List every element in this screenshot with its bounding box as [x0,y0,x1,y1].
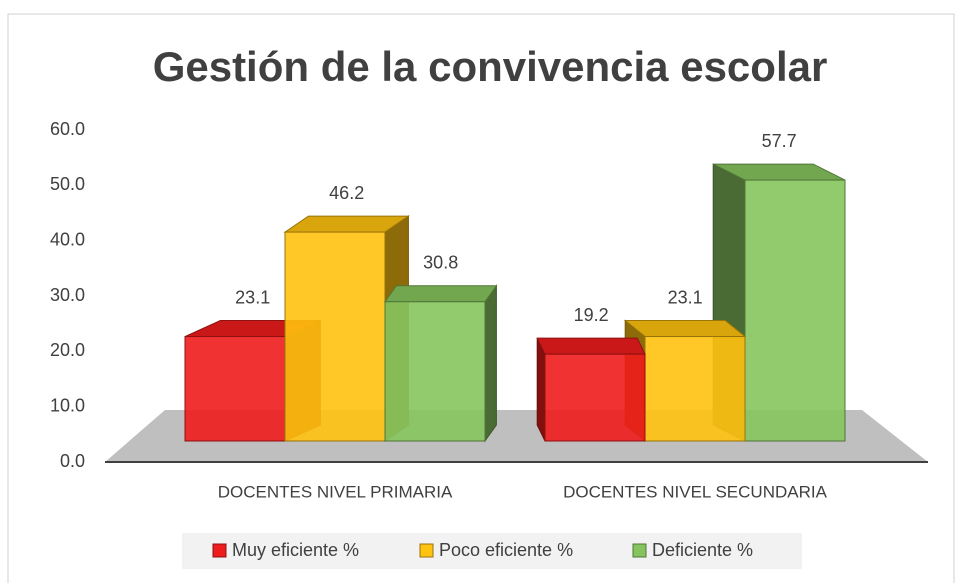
data-label: 19.2 [574,305,609,325]
legend [182,533,802,569]
bar-front [184,336,286,442]
y-tick-label: 50.0 [50,174,85,194]
legend-label: Poco eficiente % [439,540,573,560]
data-label: 57.7 [762,131,797,151]
bar-top [623,320,747,338]
bar [384,284,498,443]
legend-swatch [212,543,227,558]
bar [712,163,846,442]
y-tick-label: 0.0 [60,451,85,471]
legend-swatch [632,543,647,558]
bar-front [384,301,486,442]
bar-front [284,231,386,442]
bar-top [384,285,498,303]
data-label: 23.1 [668,287,703,307]
data-label: 46.2 [329,183,364,203]
bar-front [744,179,846,442]
legend-swatch [419,543,434,558]
y-tick-label: 30.0 [50,285,85,305]
data-label: 23.1 [235,287,270,307]
bar-side [484,284,497,443]
x-tick-label: DOCENTES NIVEL PRIMARIA [218,482,453,501]
bar-front [544,353,646,442]
data-label: 30.8 [423,252,458,272]
y-tick-label: 10.0 [50,395,85,415]
x-tick-label: DOCENTES NIVEL SECUNDARIA [563,482,828,501]
bar-front [644,336,746,442]
bar [536,337,646,442]
y-tick-label: 60.0 [50,119,85,139]
bar-top [536,337,646,355]
y-tick-label: 20.0 [50,340,85,360]
bar-side [536,337,546,442]
chart-title: Gestión de la convivencia escolar [153,43,828,90]
y-tick-label: 40.0 [50,229,85,249]
legend-label: Muy eficiente % [232,540,359,560]
legend-label: Deficiente % [652,540,753,560]
